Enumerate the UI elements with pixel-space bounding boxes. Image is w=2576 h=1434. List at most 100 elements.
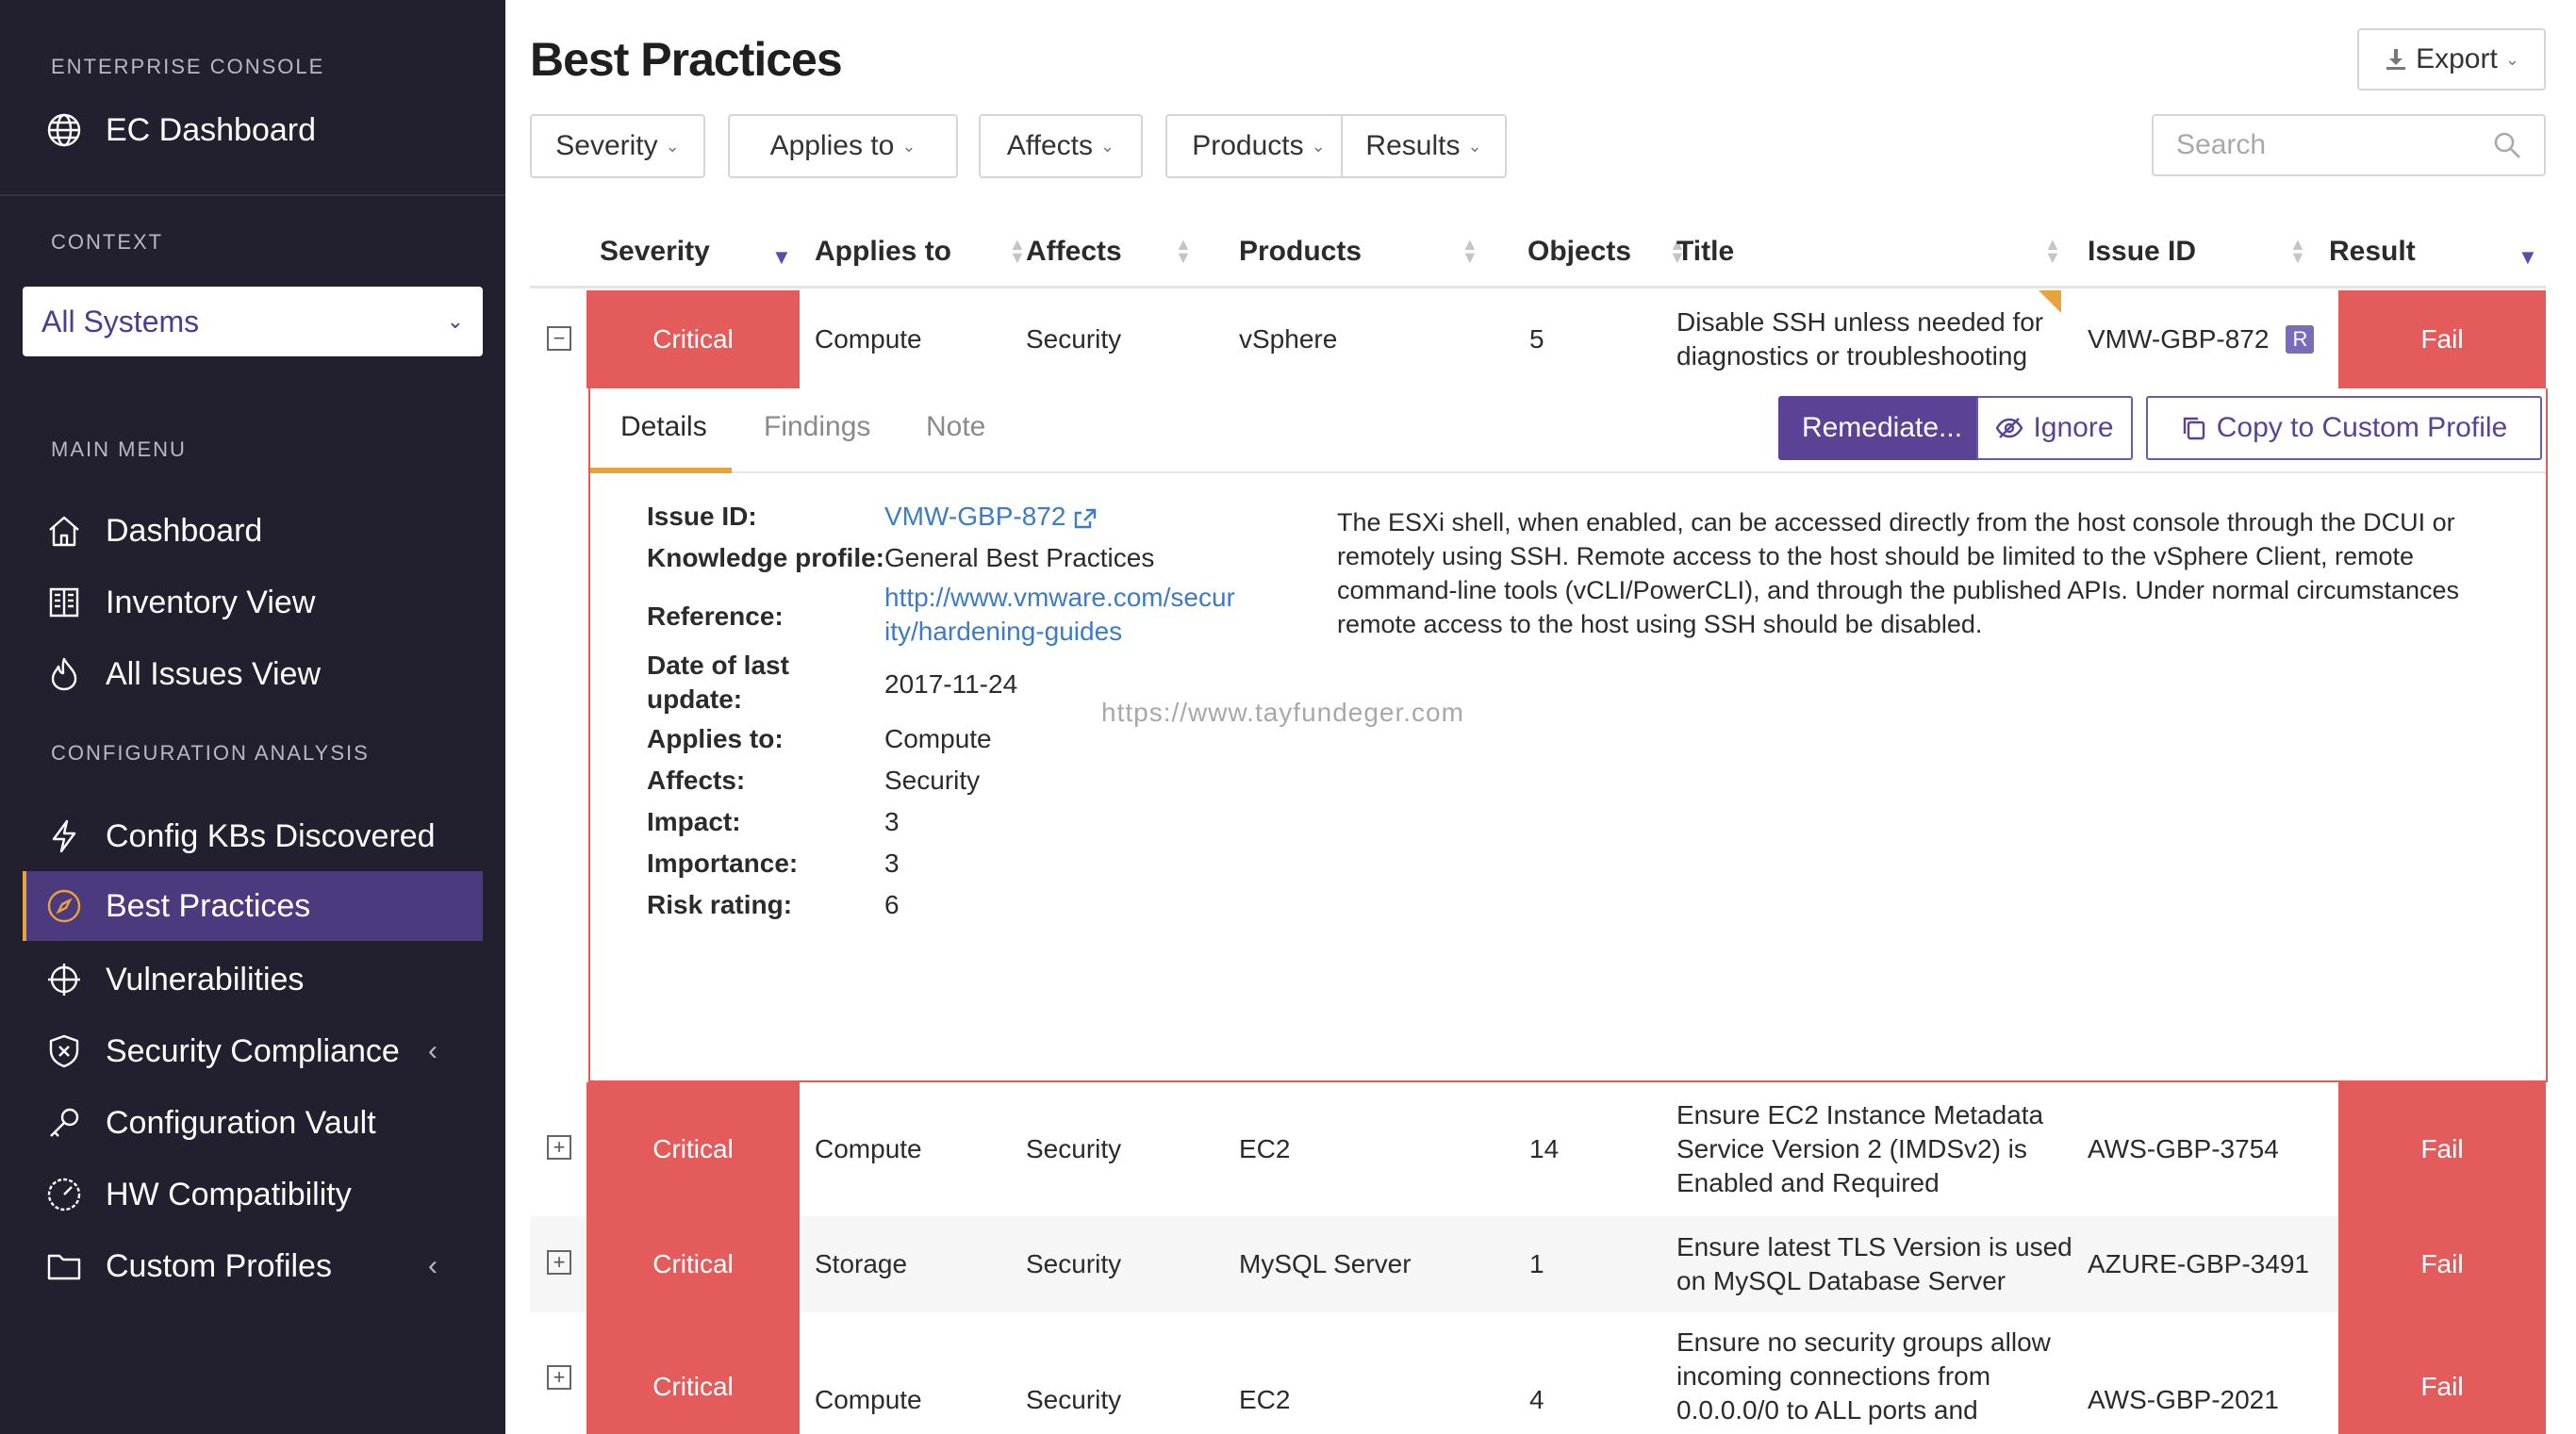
- sort-desc-icon[interactable]: ▼: [2518, 245, 2538, 269]
- sort-icon[interactable]: ▲ ▼: [1009, 235, 1026, 267]
- title-cell: Ensure no security groups allow incoming…: [1676, 1326, 2051, 1427]
- sidebar-item-hw-compatibility[interactable]: HW Compatibility: [23, 1160, 483, 1229]
- column-header-result[interactable]: Result: [2329, 236, 2416, 267]
- table-row[interactable]: − Critical Compute Security vSphere 5 Di…: [530, 290, 2546, 388]
- sidebar-item-custom-profiles[interactable]: Custom Profiles ‹: [23, 1231, 483, 1301]
- filter-label: Applies to: [769, 130, 895, 161]
- sidebar-divider: [0, 194, 505, 196]
- sort-icon[interactable]: ▲ ▼: [1175, 235, 1192, 267]
- reference-link[interactable]: http://www.vmware.com/secur ity/hardenin…: [884, 581, 1235, 649]
- column-header-issue-id[interactable]: Issue ID: [2088, 236, 2197, 267]
- shield-icon: [45, 1032, 83, 1070]
- table-row[interactable]: + Critical Storage Security MySQL Server…: [530, 1216, 2546, 1312]
- issue-id-label: Issue ID:: [647, 502, 757, 531]
- tab-details[interactable]: Details: [620, 411, 707, 442]
- affects-cell: Security: [1026, 1249, 1122, 1278]
- copy-icon: [2181, 415, 2207, 441]
- collapse-icon[interactable]: −: [547, 326, 571, 351]
- filter-applies-to[interactable]: Applies to ⌄: [728, 114, 958, 178]
- products-cell: EC2: [1239, 1384, 1291, 1414]
- sidebar-item-label: HW Compatibility: [106, 1176, 352, 1212]
- column-header-severity[interactable]: Severity: [600, 236, 710, 267]
- products-cell: EC2: [1239, 1134, 1291, 1163]
- sort-icon[interactable]: ▲ ▼: [2044, 235, 2061, 267]
- knowledge-profile-value: General Best Practices: [884, 543, 1155, 572]
- reference-line: ity/hardening-guides: [884, 617, 1123, 646]
- sort-icon[interactable]: ▲ ▼: [2289, 235, 2306, 267]
- date-label-line: update:: [647, 684, 743, 714]
- table-header: Severity ▼ Applies to ▲ ▼ Affects ▲ ▼ Prod…: [530, 219, 2546, 288]
- tab-findings[interactable]: Findings: [764, 411, 871, 442]
- export-button[interactable]: Export ⌄: [2357, 28, 2546, 91]
- column-header-products[interactable]: Products: [1239, 236, 1362, 267]
- filter-label: Severity: [555, 130, 658, 161]
- title-line: Disable SSH unless needed for: [1676, 307, 2044, 337]
- severity-cell: Critical: [586, 1082, 800, 1216]
- objects-cell: 5: [1529, 324, 1544, 354]
- risk-rating-value: 6: [884, 890, 900, 919]
- globe-icon: [45, 111, 83, 149]
- filter-severity[interactable]: Severity ⌄: [530, 114, 705, 178]
- copy-to-custom-profile-button[interactable]: Copy to Custom Profile: [2146, 396, 2542, 460]
- expand-icon[interactable]: +: [547, 1365, 571, 1390]
- enterprise-console-label: ENTERPRISE CONSOLE: [51, 55, 325, 78]
- sidebar-item-all-issues-view[interactable]: All Issues View: [23, 639, 483, 709]
- table-row[interactable]: + Critical Compute Security EC2 4 Ensure…: [530, 1312, 2546, 1434]
- title-line: Service Version 2 (IMDSv2) is: [1676, 1134, 2027, 1163]
- applies-to-cell: Storage: [815, 1249, 908, 1278]
- key-icon: [45, 1104, 83, 1142]
- result-cell: Fail: [2338, 1082, 2546, 1216]
- column-header-objects[interactable]: Objects: [1527, 236, 1632, 267]
- configuration-analysis-label: CONFIGURATION ANALYSIS: [51, 741, 370, 765]
- sidebar-item-security-compliance[interactable]: Security Compliance ‹: [23, 1016, 483, 1086]
- filter-label: Products: [1192, 130, 1304, 161]
- affects-cell: Security: [1026, 324, 1122, 354]
- expand-icon[interactable]: +: [547, 1135, 571, 1160]
- sidebar-item-dashboard[interactable]: Dashboard: [23, 496, 483, 566]
- sidebar-item-inventory-view[interactable]: Inventory View: [23, 568, 483, 637]
- issue-id-cell: AWS-GBP-3754: [2088, 1134, 2279, 1163]
- applies-to-cell: Compute: [815, 1384, 922, 1414]
- column-header-affects[interactable]: Affects: [1026, 236, 1122, 267]
- column-header-applies-to[interactable]: Applies to: [815, 236, 952, 267]
- result-cell: Fail: [2338, 290, 2546, 388]
- chevron-left-icon: ‹: [428, 1250, 438, 1281]
- sidebar-item-best-practices[interactable]: Best Practices: [23, 871, 483, 941]
- sort-icon[interactable]: ▲ ▼: [1669, 235, 1686, 267]
- sidebar-item-config-kbs-discovered[interactable]: Config KBs Discovered: [23, 801, 483, 871]
- filter-affects[interactable]: Affects ⌄: [979, 114, 1143, 178]
- chevron-down-icon: ⌄: [2504, 49, 2519, 69]
- detail-tabs: Details Findings Note Remediate... Ignor…: [590, 388, 2546, 473]
- severity-text: Critical: [652, 1371, 734, 1401]
- title-cell: Disable SSH unless needed for diagnostic…: [1676, 290, 2043, 388]
- sort-icon[interactable]: ▲ ▼: [1461, 235, 1478, 267]
- copy-label: Copy to Custom Profile: [2216, 412, 2508, 443]
- affects-label: Affects:: [647, 766, 746, 795]
- ec-dashboard-link[interactable]: EC Dashboard: [45, 111, 316, 149]
- table-row[interactable]: + Critical Compute Security EC2 14 Ensur…: [530, 1082, 2546, 1216]
- search-input[interactable]: Search: [2152, 114, 2546, 176]
- filter-results[interactable]: Results ⌄: [1341, 114, 1507, 178]
- context-select[interactable]: All Systems ⌄: [23, 287, 483, 356]
- active-tab-indicator: [590, 468, 732, 473]
- external-link-icon: [1073, 507, 1098, 530]
- tab-note[interactable]: Note: [926, 411, 986, 442]
- home-icon: [45, 512, 83, 550]
- title-cell: Ensure latest TLS Version is used on MyS…: [1676, 1216, 2072, 1312]
- title-cell: Ensure EC2 Instance Metadata Service Ver…: [1676, 1082, 2043, 1216]
- sidebar-item-vulnerabilities[interactable]: Vulnerabilities: [23, 945, 483, 1014]
- issue-id-link[interactable]: VMW-GBP-872: [884, 500, 1098, 534]
- issue-id-cell: AZURE-GBP-3491: [2088, 1249, 2309, 1278]
- filter-products[interactable]: Products ⌄: [1165, 114, 1352, 178]
- sort-desc-icon[interactable]: ▼: [771, 245, 792, 269]
- sidebar-item-configuration-vault[interactable]: Configuration Vault: [23, 1088, 483, 1158]
- expand-icon[interactable]: +: [547, 1250, 571, 1275]
- chevron-down-icon: ⌄: [901, 136, 916, 156]
- sidebar-item-label: Best Practices: [106, 887, 311, 924]
- ignore-button[interactable]: Ignore: [1976, 396, 2133, 460]
- r-badge: R: [2286, 325, 2315, 354]
- severity-cell: Critical: [586, 1312, 800, 1434]
- column-header-title[interactable]: Title: [1676, 236, 1735, 267]
- remediate-button[interactable]: Remediate...: [1778, 396, 1986, 460]
- impact-value: 3: [884, 807, 900, 836]
